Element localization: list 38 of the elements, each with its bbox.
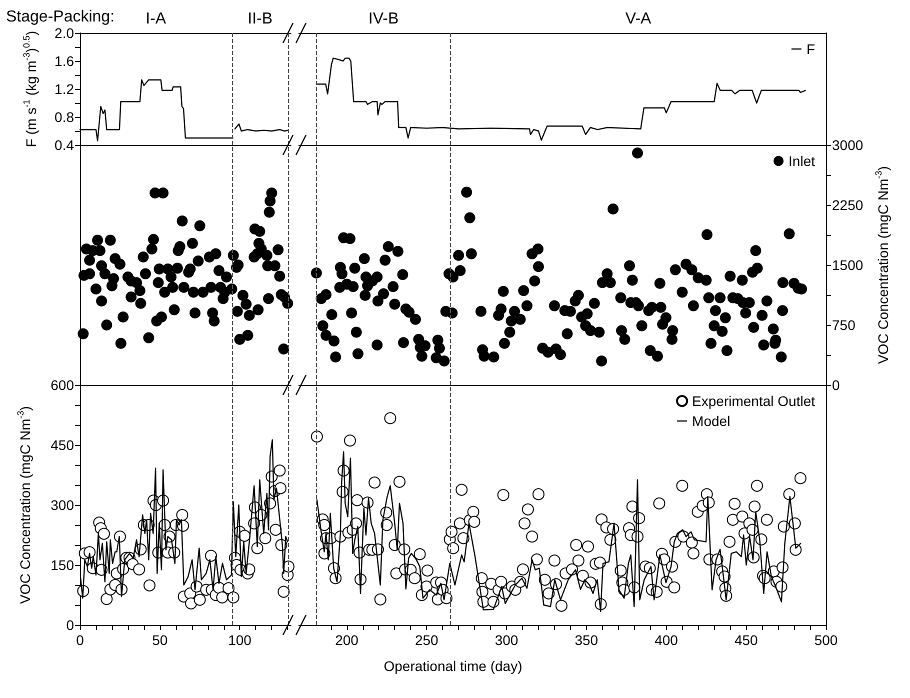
- y-tick-label: 2.0: [54, 25, 74, 41]
- x-tick-label: 350: [574, 632, 598, 648]
- x-tick-label: 400: [654, 632, 678, 648]
- y-tick-label: 300: [50, 497, 74, 513]
- text: V-A: [625, 10, 652, 28]
- y-tick-label: 0.8: [54, 109, 74, 125]
- y-tick-label: 0.4: [54, 137, 74, 153]
- legend-label: F: [806, 41, 816, 57]
- x-tick-label: 50: [152, 632, 168, 648]
- text: II-B: [248, 10, 273, 28]
- x-axis-title: Operational time (day): [384, 658, 522, 674]
- x-tick-label: 500: [814, 632, 838, 648]
- x-tick-label: 200: [335, 632, 359, 648]
- y-tick-label: 450: [50, 437, 74, 453]
- text: Stage-Packing:: [6, 8, 115, 26]
- y2-tick-label: 3000: [832, 137, 864, 153]
- y2-tick-label: 2250: [832, 197, 864, 213]
- legend-label: Inlet: [788, 153, 816, 169]
- x-tick-label: 450: [734, 632, 758, 648]
- x-tick-label: 0: [76, 632, 84, 648]
- y2-tick-label: 750: [832, 317, 856, 333]
- x-tick-label: 250: [414, 632, 439, 648]
- y-tick-label: 1.6: [54, 53, 74, 69]
- y2-axis-title: VOC Concentration (mgC Nm-3): [874, 166, 892, 364]
- y-tick-label: 1.2: [54, 81, 74, 97]
- y-axis-title: F (m s-1 (kg m-3)0.5): [22, 30, 39, 148]
- y-tick-label: 150: [50, 557, 74, 573]
- text: I-A: [146, 10, 166, 28]
- text: IV-B: [368, 10, 399, 28]
- y-tick-label: 600: [50, 377, 74, 393]
- legend-label: Experimental Outlet: [692, 393, 816, 409]
- x-tick-label: 300: [494, 632, 518, 648]
- y-tick-label: 0: [66, 617, 74, 633]
- x-tick-label: 100: [228, 632, 252, 648]
- legend-label: Model: [692, 413, 730, 429]
- y2-tick-label: 0: [832, 377, 840, 393]
- y-axis-title: VOC Concentration (mgC Nm-3): [16, 406, 33, 604]
- y2-tick-label: 1500: [832, 257, 864, 273]
